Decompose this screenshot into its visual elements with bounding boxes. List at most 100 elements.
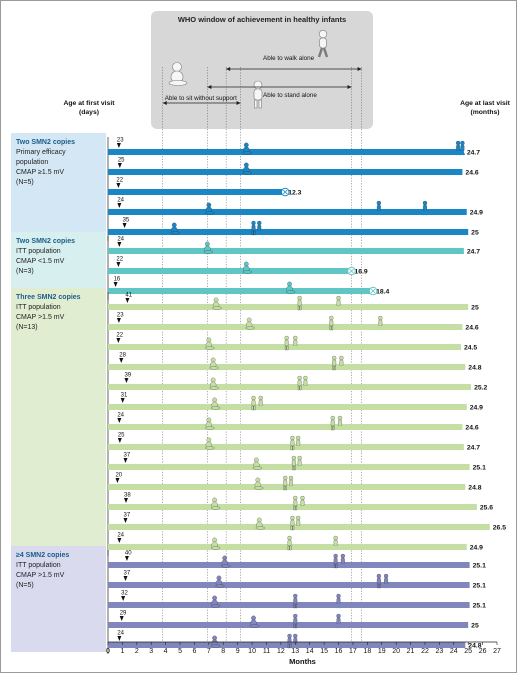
milestone-icon-legs: [210, 506, 221, 510]
x-tick-label: 0: [106, 648, 110, 655]
milestone-icon-legs: [210, 644, 221, 648]
group-label-panel: [11, 288, 106, 554]
milestone-icon-head: [210, 377, 216, 383]
milestone-icon-leg: [457, 150, 461, 156]
who-arrow-head-left: [226, 67, 231, 71]
milestone-icon-leg: [335, 563, 338, 569]
death-marker-x: [282, 189, 288, 195]
milestone-sit-icon: [205, 437, 215, 450]
milestone-sit-icon: [249, 615, 260, 628]
milestone-icon-leg: [292, 465, 294, 471]
milestone-sit-icon: [245, 317, 255, 330]
milestone-sit-icon: [242, 162, 252, 175]
first-visit-marker: [123, 458, 128, 463]
first-visit-marker: [117, 418, 122, 423]
milestone-icon-leg: [329, 325, 332, 331]
milestone-sit-icon: [285, 281, 296, 294]
milestone-icon-leg: [290, 525, 293, 531]
milestone-icon-legs: [245, 326, 255, 330]
milestone-icon-head: [288, 475, 294, 481]
milestone-icon-head: [212, 537, 217, 543]
last-visit-label: 25: [471, 623, 479, 630]
group-label-panel: [11, 546, 106, 652]
x-tick-label: 6: [192, 648, 196, 655]
first-visit-marker: [117, 163, 122, 168]
milestone-icon-body: [293, 339, 298, 347]
milestone-sit-icon: [205, 202, 215, 215]
first-visit-marker: [116, 262, 121, 267]
milestone-icon-head: [206, 202, 212, 208]
milestone-icon-head: [287, 535, 292, 541]
first-visit-marker: [122, 223, 127, 228]
milestone-sit-icon: [210, 635, 221, 648]
milestone-icon-head: [297, 375, 302, 381]
first-visit-days-label: 37: [124, 513, 131, 519]
milestone-stand-icon: [287, 633, 292, 649]
milestone-icon-head: [257, 220, 262, 226]
who-arrow-head-right: [347, 85, 352, 89]
milestone-sit-icon: [212, 297, 222, 310]
milestone-icon-leg: [295, 603, 298, 609]
milestone-icon-head: [293, 495, 298, 501]
milestone-icon-leg: [342, 563, 346, 569]
milestone-icon-leg: [290, 485, 294, 491]
baby-stand-leg: [258, 99, 262, 109]
milestone-walk-icon: [422, 200, 428, 216]
first-visit-days-label: 22: [116, 333, 123, 339]
milestone-icon-body: [456, 144, 461, 152]
milestone-icon-body: [296, 439, 301, 447]
patient-bar: [108, 169, 463, 175]
milestone-icon-leg: [379, 583, 381, 589]
milestone-icon-head: [251, 395, 256, 401]
x-tick-label: 1: [120, 648, 124, 655]
milestone-sit-icon: [205, 417, 215, 430]
milestone-icon-head: [293, 335, 298, 341]
patient-bar: [108, 562, 470, 568]
death-marker-x: [370, 288, 376, 294]
first-visit-days-label: 41: [125, 293, 132, 299]
x-tick-label: 14: [306, 648, 314, 655]
milestone-icon-leg: [299, 385, 302, 391]
who-window-label: Able to sit without support: [165, 95, 237, 102]
first-visit-marker: [121, 596, 126, 601]
milestone-stand-icon: [333, 553, 338, 569]
first-visit-marker: [116, 318, 121, 323]
milestone-stand-icon: [251, 220, 256, 236]
milestone-icon-head: [243, 261, 249, 267]
who-window-label: Able to stand alone: [263, 92, 317, 99]
who-arrow-head-left: [162, 101, 167, 105]
milestone-icon-legs: [205, 346, 215, 350]
patient-bar: [108, 384, 472, 390]
x-tick-label: 24: [450, 648, 458, 655]
milestone-icon-head: [422, 200, 428, 206]
first-visit-marker: [123, 576, 128, 581]
last-visit-label: 24.7: [467, 150, 480, 157]
milestone-icon-leg: [337, 623, 342, 629]
milestone-walk-icon: [335, 295, 342, 311]
milestone-icon-body: [258, 399, 263, 407]
group-subtitle: (N=5): [16, 179, 34, 186]
milestone-walk-icon: [288, 475, 294, 491]
milestone-icon-leg: [304, 385, 309, 391]
patient-bar: [108, 248, 464, 254]
patient-bar: [108, 324, 463, 330]
milestone-icon-head: [293, 593, 298, 599]
milestone-icon-body: [293, 617, 298, 625]
baby-walk-leg: [317, 47, 324, 58]
last-visit-label: 26.5: [493, 525, 506, 532]
milestone-walk-icon: [383, 573, 389, 589]
milestone-stand-icon: [330, 415, 335, 431]
milestone-icon-legs: [203, 250, 214, 254]
milestone-walk-icon: [299, 495, 306, 511]
milestone-icon-head: [212, 397, 217, 403]
first-visit-marker: [117, 636, 122, 641]
milestone-stand-icon: [291, 455, 296, 471]
milestone-stand-icon: [376, 573, 381, 589]
last-visit-label: 24.5: [464, 345, 477, 352]
first-visit-days-label: 20: [115, 473, 122, 479]
left-column-label: Age at first visit: [64, 100, 116, 107]
first-visit-days-label: 28: [119, 353, 126, 359]
first-visit-marker: [119, 358, 124, 363]
milestone-icon-legs: [252, 466, 263, 470]
milestone-icon-leg: [283, 485, 286, 491]
